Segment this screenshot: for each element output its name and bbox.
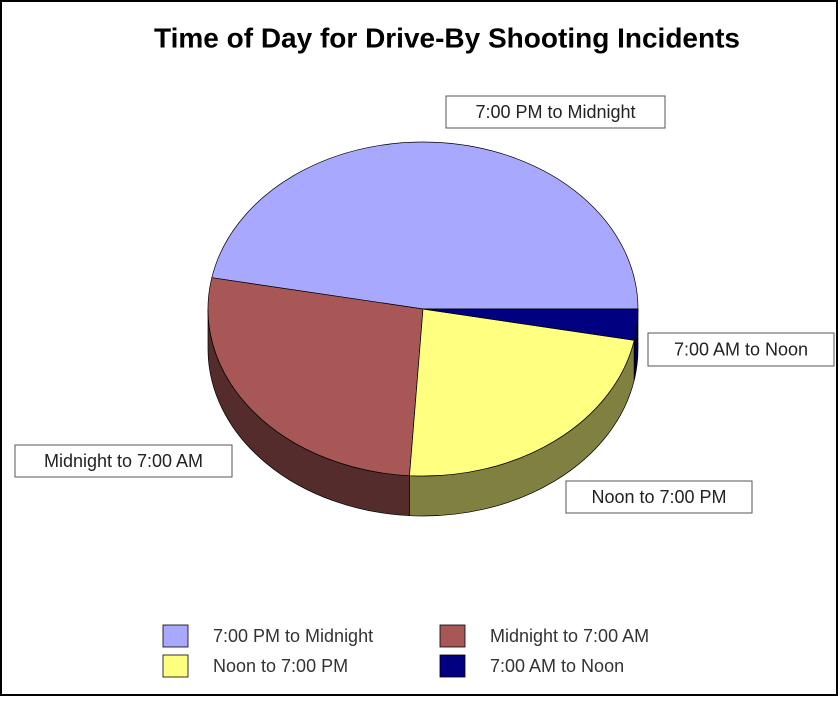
label-box	[565, 480, 753, 514]
slice-label: 7:00 PM to Midnight	[475, 102, 635, 122]
legend-swatch	[162, 624, 189, 648]
pie-slice	[422, 308, 639, 341]
pie-slice	[207, 277, 424, 477]
legend-swatch	[162, 654, 189, 678]
slice-label: Midnight to 7:00 AM	[44, 451, 203, 471]
slice-label: Noon to 7:00 PM	[591, 487, 726, 507]
legend-label: 7:00 AM to Noon	[490, 656, 624, 676]
legend-swatch	[439, 624, 466, 648]
slice-label: 7:00 AM to Noon	[674, 339, 808, 359]
legend-label: Noon to 7:00 PM	[213, 656, 348, 676]
label-box	[14, 444, 233, 478]
label-box	[647, 332, 835, 367]
chart-title: Time of Day for Drive-By Shooting Incide…	[154, 22, 740, 53]
legend-label: 7:00 PM to Midnight	[213, 626, 373, 646]
legend-label: Midnight to 7:00 AM	[490, 626, 649, 646]
pie-slice	[409, 308, 635, 477]
label-box	[445, 95, 666, 129]
legend-swatch	[439, 654, 466, 678]
pie-slice	[211, 141, 639, 310]
